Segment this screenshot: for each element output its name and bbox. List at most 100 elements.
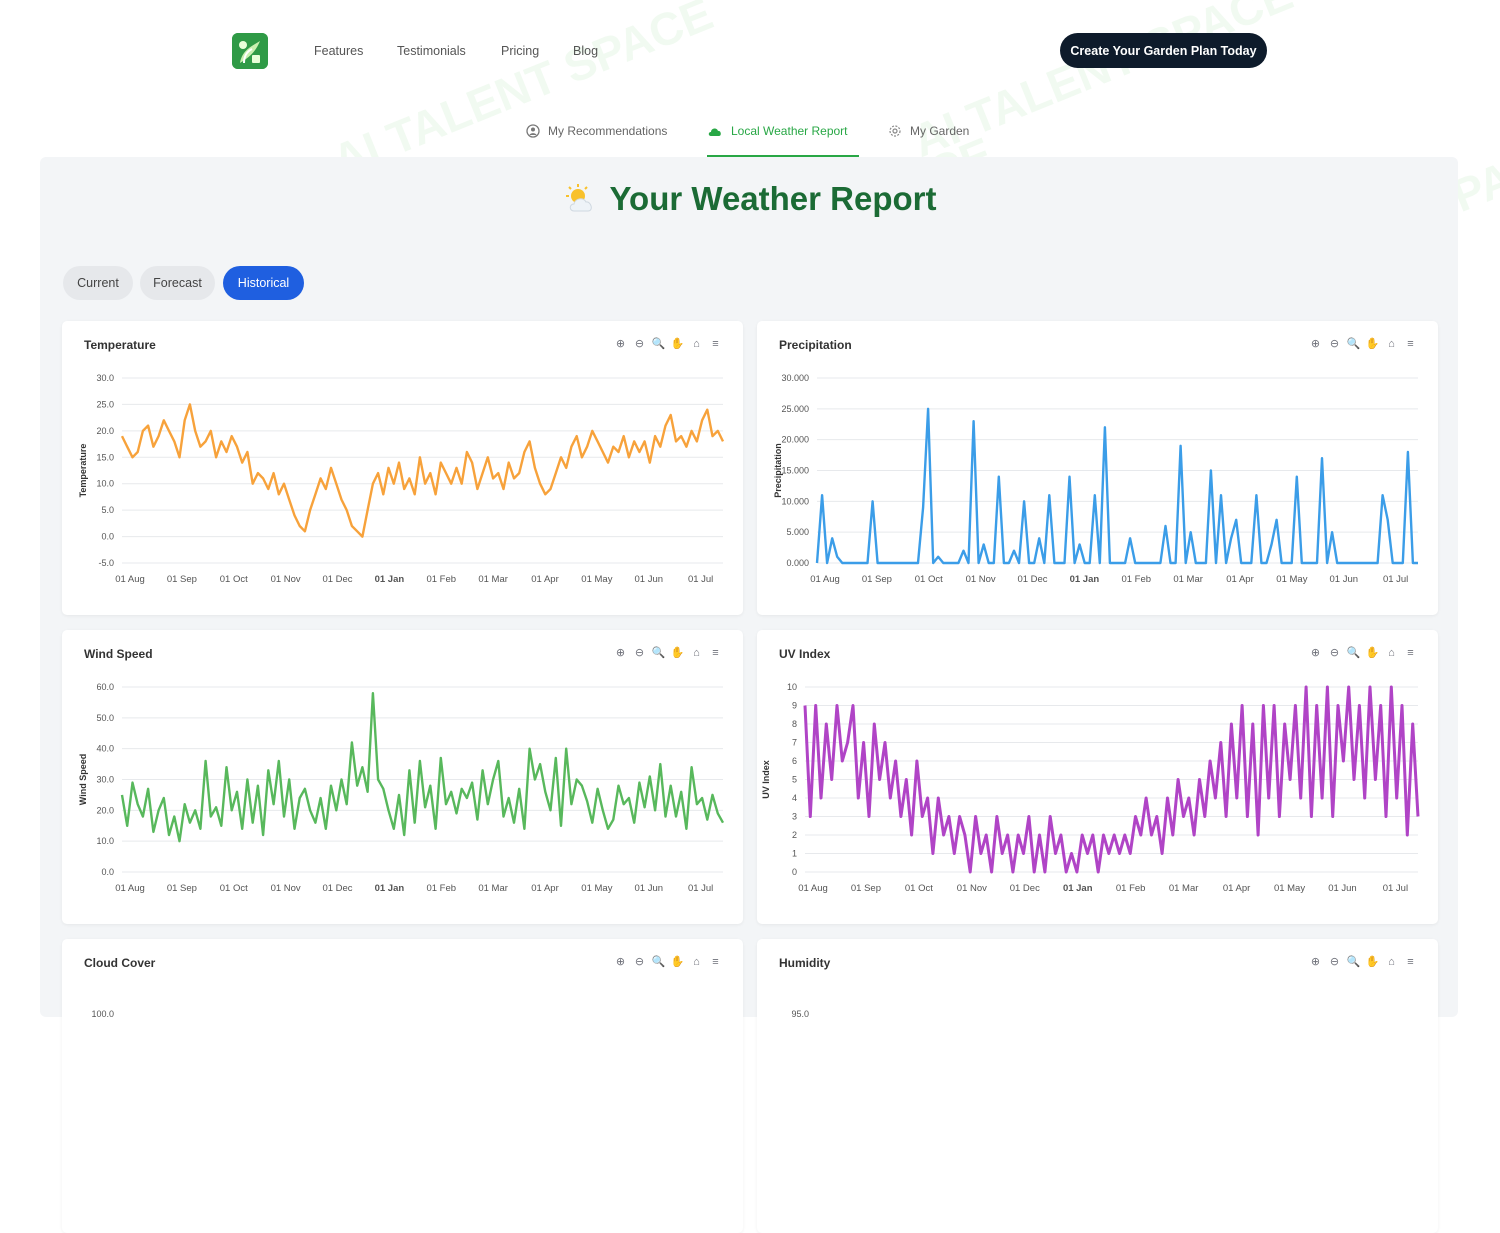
x-tick-label: 01 Jan [375, 883, 405, 894]
pan-hand-icon[interactable]: ✋ [1365, 956, 1380, 968]
zoom-out-icon[interactable]: ⊖ [634, 956, 645, 968]
y-tick-label: 0.000 [786, 558, 809, 568]
nav-features-link[interactable]: Features [314, 44, 364, 58]
tab-label: Local Weather Report [731, 124, 848, 138]
x-tick-label: 01 Apr [1223, 883, 1250, 894]
reset-home-icon[interactable]: ⌂ [693, 956, 700, 968]
zoom-out-icon[interactable]: ⊖ [634, 647, 645, 659]
zoom-out-icon[interactable]: ⊖ [1329, 956, 1340, 968]
x-tick-label: 01 Aug [115, 883, 145, 894]
zoom-selection-icon[interactable]: 🔍 [1346, 338, 1361, 350]
x-tick-label: 01 May [1276, 574, 1307, 585]
nav-pricing-link[interactable]: Pricing [501, 44, 540, 58]
pan-hand-icon[interactable]: ✋ [670, 956, 685, 968]
menu-icon[interactable]: ≡ [1407, 647, 1414, 659]
tab-my-recommendations[interactable]: My Recommendations [526, 124, 667, 138]
reset-home-icon[interactable]: ⌂ [1388, 647, 1395, 659]
y-tick-label: -5.0 [98, 558, 114, 568]
x-tick-label: 01 Jun [634, 574, 663, 585]
y-tick-label: 5 [792, 775, 797, 785]
page-title-row: Your Weather Report [0, 180, 1500, 218]
y-axis-label: Wind Speed [78, 754, 88, 805]
x-tick-label: 01 Sep [167, 574, 197, 585]
x-tick-label: 01 Mar [478, 574, 508, 585]
y-tick-label: 0 [792, 867, 797, 877]
series-line [120, 403, 725, 538]
zoom-in-icon[interactable]: ⊕ [615, 956, 626, 968]
x-tick-label: 01 Nov [271, 883, 301, 894]
tab-label: My Garden [910, 124, 970, 138]
pan-hand-icon[interactable]: ✋ [670, 647, 685, 659]
y-tick-label: 20.0 [96, 426, 114, 436]
x-tick-label: 01 Feb [1121, 574, 1151, 585]
nav-blog-link[interactable]: Blog [573, 44, 599, 58]
menu-icon[interactable]: ≡ [712, 956, 719, 968]
zoom-in-icon[interactable]: ⊕ [615, 338, 626, 350]
menu-icon[interactable]: ≡ [1407, 338, 1414, 350]
x-tick-label: 01 Aug [798, 883, 828, 894]
x-tick-label: 01 Apr [1226, 574, 1253, 585]
x-tick-label: 01 Jul [1383, 574, 1408, 585]
zoom-selection-icon[interactable]: 🔍 [651, 338, 666, 350]
x-tick-label: 01 Oct [220, 883, 248, 894]
current-pill-button[interactable]: Current [63, 266, 133, 300]
zoom-in-icon[interactable]: ⊕ [1310, 338, 1321, 350]
reset-home-icon[interactable]: ⌂ [693, 647, 700, 659]
zoom-selection-icon[interactable]: 🔍 [1346, 956, 1361, 968]
y-tick-label: 25.0 [96, 399, 114, 409]
x-tick-label: 01 Mar [1169, 883, 1199, 894]
create-garden-plan-button[interactable]: Create Your Garden Plan Today [1060, 33, 1267, 68]
y-tick-label: 20.000 [781, 435, 809, 445]
chart-toolbar: ⊕ ⊖ 🔍 ✋ ⌂ ≡ [1308, 646, 1418, 661]
y-tick-label: 30.0 [96, 373, 114, 383]
zoom-in-icon[interactable]: ⊕ [1310, 956, 1321, 968]
menu-icon[interactable]: ≡ [1407, 956, 1414, 968]
zoom-out-icon[interactable]: ⊖ [1329, 338, 1340, 350]
y-tick-label: 7 [792, 738, 797, 748]
pan-hand-icon[interactable]: ✋ [1365, 338, 1380, 350]
plant-logo-icon[interactable] [232, 33, 268, 69]
zoom-in-icon[interactable]: ⊕ [1310, 647, 1321, 659]
x-tick-label: 01 May [581, 883, 612, 894]
x-tick-label: 01 Jan [1070, 574, 1100, 585]
tab-my-garden[interactable]: My Garden [888, 124, 969, 138]
x-tick-label: 01 Aug [115, 574, 145, 585]
y-tick-label: 0.0 [101, 867, 114, 877]
pan-hand-icon[interactable]: ✋ [1365, 647, 1380, 659]
menu-icon[interactable]: ≡ [712, 647, 719, 659]
nav-testimonials-link[interactable]: Testimonials [397, 44, 466, 58]
chart-toolbar: ⊕ ⊖ 🔍 ✋ ⌂ ≡ [613, 337, 723, 352]
pan-hand-icon[interactable]: ✋ [670, 338, 685, 350]
x-tick-label: 01 Mar [478, 883, 508, 894]
chart-toolbar: ⊕ ⊖ 🔍 ✋ ⌂ ≡ [1308, 337, 1418, 352]
reset-home-icon[interactable]: ⌂ [1388, 338, 1395, 350]
y-tick-label: 4 [792, 793, 797, 803]
chart-svg: 95.0 [791, 1009, 809, 1019]
reset-home-icon[interactable]: ⌂ [693, 338, 700, 350]
y-tick-label: 25.000 [781, 404, 809, 414]
chart-title: Temperature [84, 338, 156, 352]
x-tick-label: 01 May [581, 574, 612, 585]
zoom-in-icon[interactable]: ⊕ [615, 647, 626, 659]
gear-icon [889, 125, 901, 137]
precipitation-chart-card: Precipitation ⊕ ⊖ 🔍 ✋ ⌂ ≡ 30.000 25.000 20.000 15.… [757, 321, 1438, 615]
tab-local-weather-report[interactable]: Local Weather Report [707, 124, 848, 138]
temperature-chart-card: Temperature ⊕ ⊖ 🔍 ✋ ⌂ ≡ 30.0 25.0 20.0 15.0 10.0 5.0… [62, 321, 743, 615]
zoom-out-icon[interactable]: ⊖ [1329, 647, 1340, 659]
y-tick-label: 20.0 [96, 805, 114, 815]
x-tick-label: 01 Oct [905, 883, 933, 894]
forecast-pill-button[interactable]: Forecast [140, 266, 215, 300]
user-circle-icon [526, 124, 540, 138]
zoom-out-icon[interactable]: ⊖ [634, 338, 645, 350]
zoom-selection-icon[interactable]: 🔍 [651, 647, 666, 659]
reset-home-icon[interactable]: ⌂ [1388, 956, 1395, 968]
tab-label: My Recommendations [548, 124, 668, 138]
chart-title: Humidity [779, 956, 831, 970]
zoom-selection-icon[interactable]: 🔍 [1346, 647, 1361, 659]
zoom-selection-icon[interactable]: 🔍 [651, 956, 666, 968]
x-tick-label: 01 Dec [1017, 574, 1047, 585]
historical-pill-button[interactable]: Historical [223, 266, 304, 300]
chart-toolbar: ⊕ ⊖ 🔍 ✋ ⌂ ≡ [613, 646, 723, 661]
menu-icon[interactable]: ≡ [712, 338, 719, 350]
